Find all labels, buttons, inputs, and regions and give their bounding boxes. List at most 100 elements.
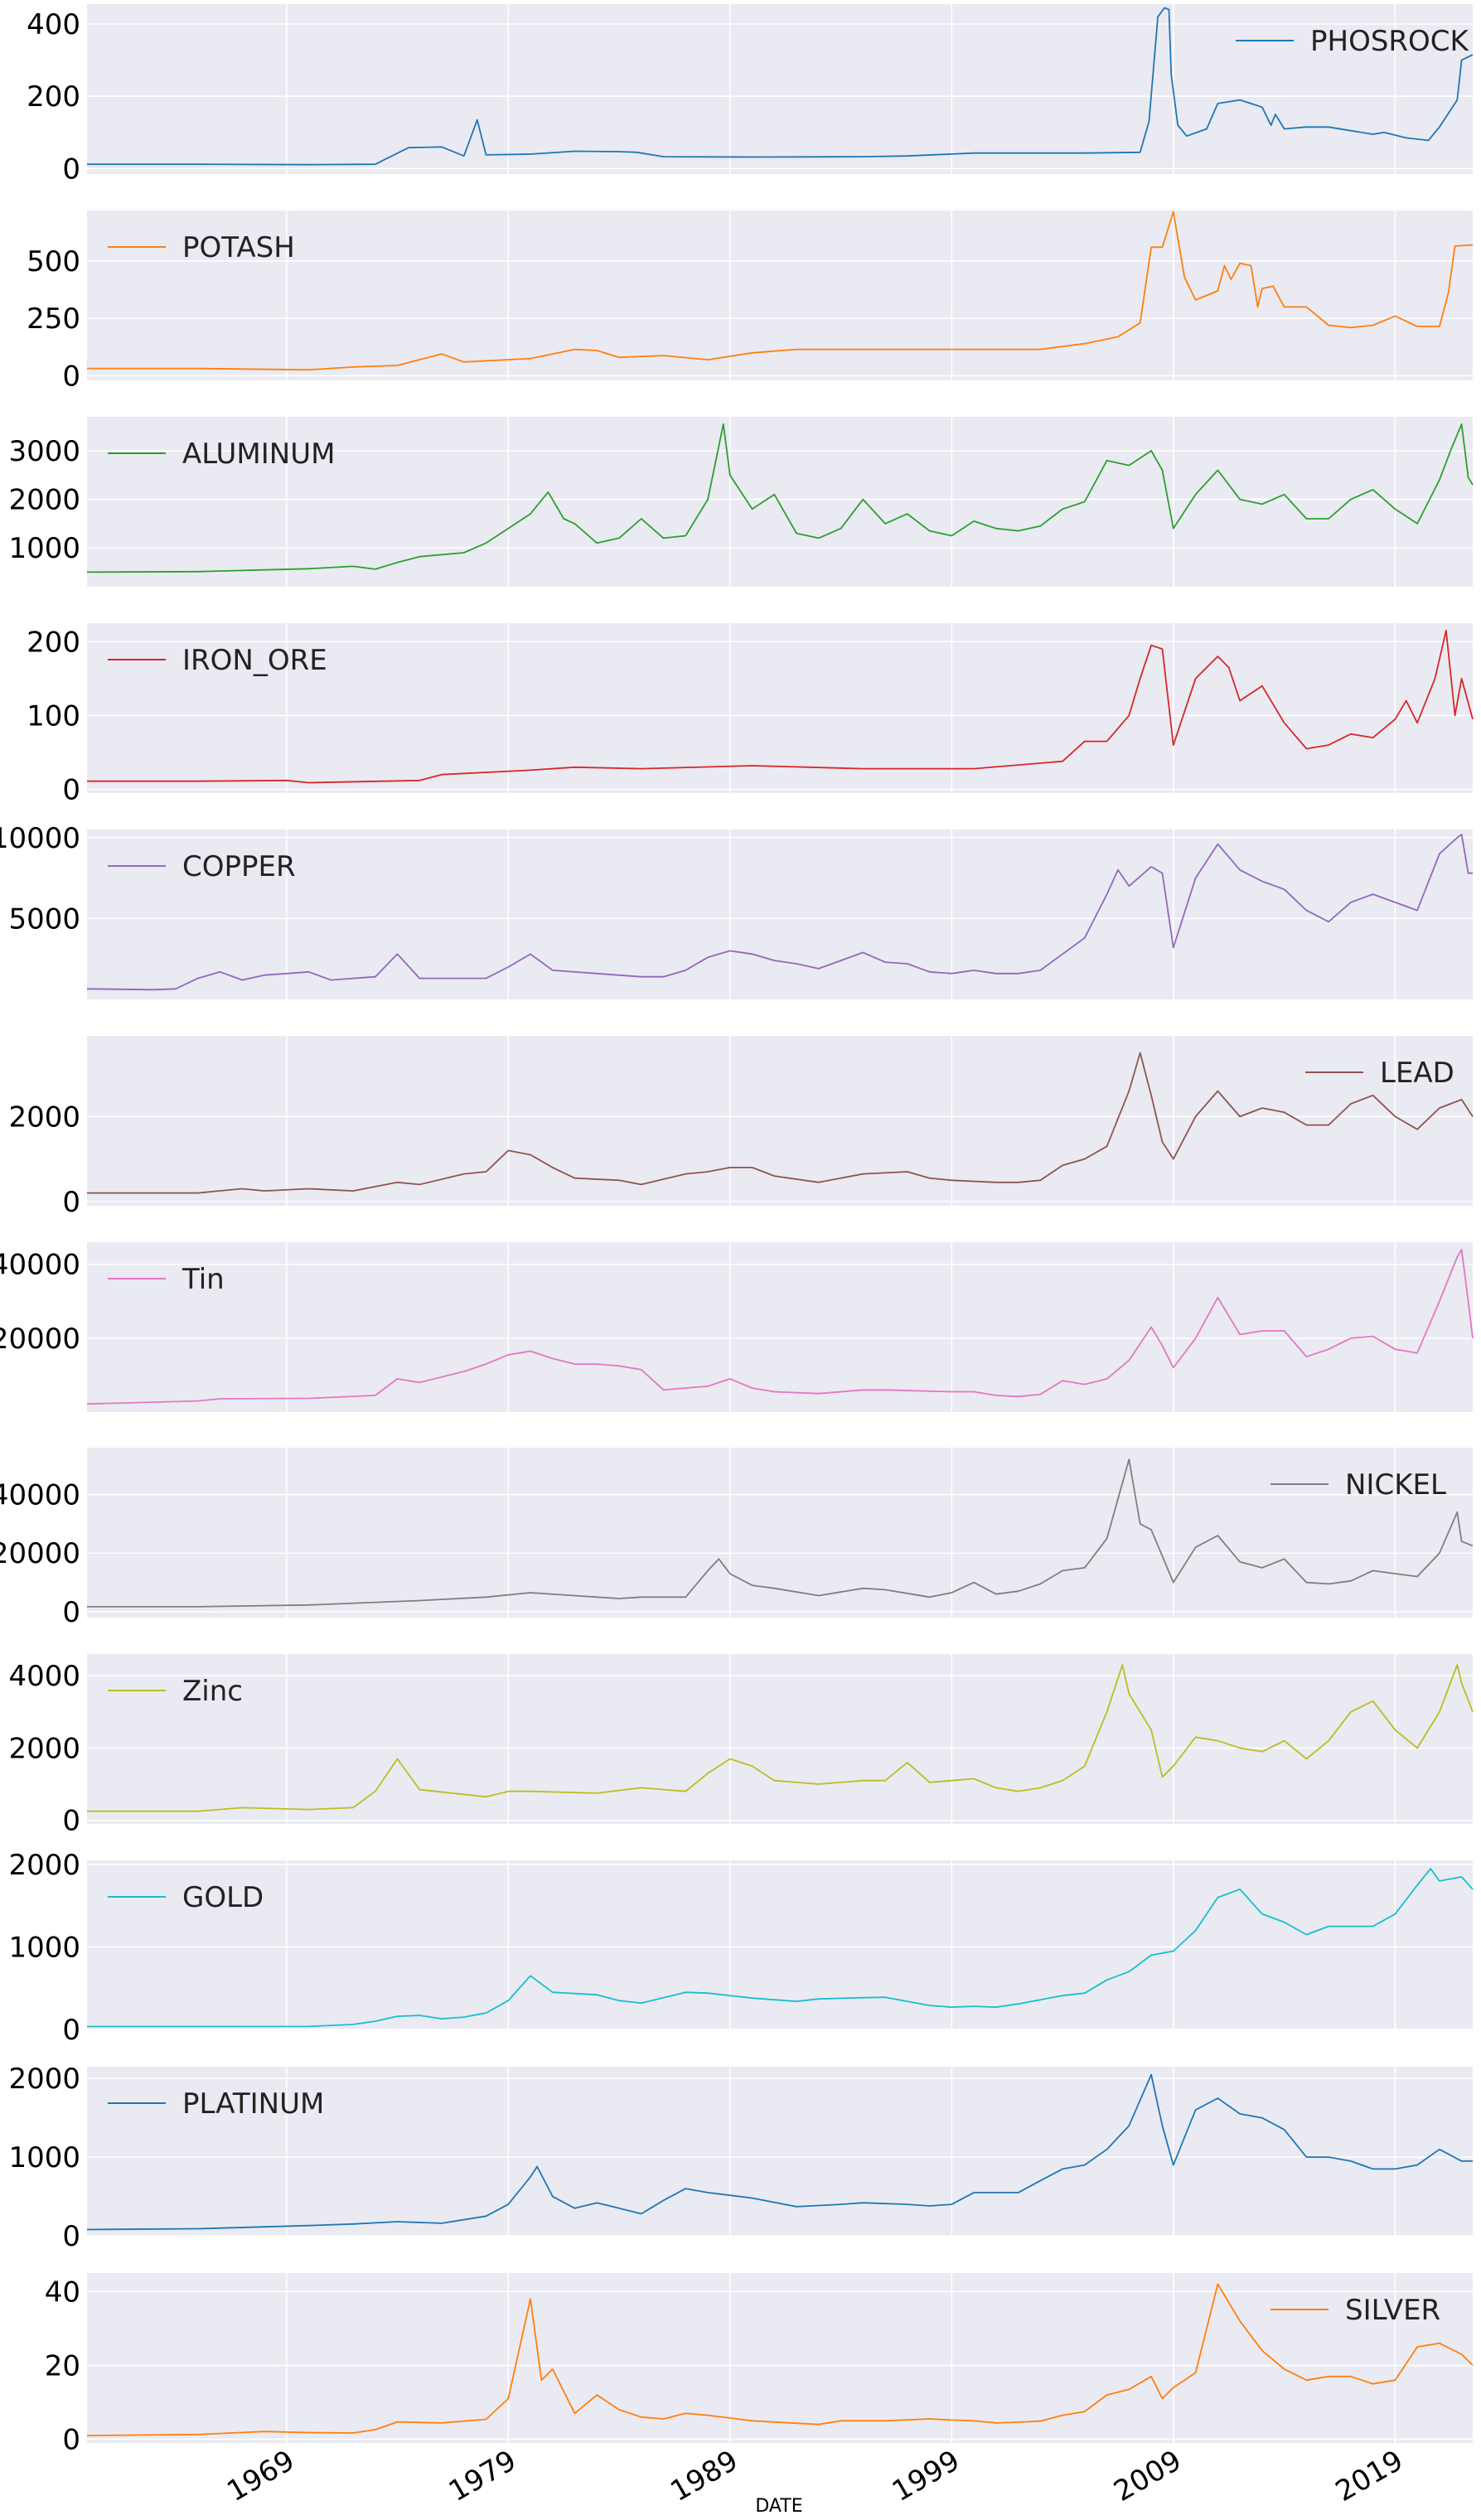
plot-area xyxy=(87,1036,1473,1206)
y-tick-label: 0 xyxy=(62,152,80,186)
plot-area xyxy=(87,623,1473,793)
legend-label: Zinc xyxy=(182,1675,243,1708)
series-line-lead xyxy=(87,1052,1474,1194)
y-tick-label: 400 xyxy=(27,8,80,41)
plot-area xyxy=(87,1242,1473,1412)
plot-area xyxy=(87,1860,1473,2030)
y-tick-label: 100 xyxy=(27,699,80,733)
y-tick-label: 0 xyxy=(62,2424,80,2457)
panel-tin: 20000 40000 Tin xyxy=(0,1242,1474,1412)
plot-area xyxy=(87,1448,1473,1618)
panel-lead: 0 2000 LEAD xyxy=(8,1036,1474,1219)
y-tick-label: 0 xyxy=(62,1596,80,1629)
legend-label: GOLD xyxy=(182,1881,264,1914)
series-line-platinum xyxy=(86,2073,1473,2231)
series-line-copper xyxy=(86,834,1473,991)
y-tick-label: 1000 xyxy=(8,532,80,565)
plot-area xyxy=(87,2067,1473,2237)
x-tick-label: 1999 xyxy=(887,2444,966,2508)
legend-label: COPPER xyxy=(182,850,296,883)
legend-silver: SILVER xyxy=(1270,2294,1440,2327)
legend-tin: Tin xyxy=(108,1263,225,1296)
panel-iron-ore: 0 100 200 IRON_ORE xyxy=(27,623,1474,807)
y-tick-label: 200 xyxy=(27,626,80,659)
y-tick-label: 10000 xyxy=(0,822,80,855)
legend-iron-ore: IRON_ORE xyxy=(108,644,327,677)
panel-zinc: 0 2000 4000 Zinc xyxy=(8,1654,1474,1838)
legend-zinc: Zinc xyxy=(108,1675,243,1708)
y-tick-label: 4000 xyxy=(8,1660,80,1693)
x-tick-label: 2009 xyxy=(1108,2444,1187,2508)
legend-label: ALUMINUM xyxy=(182,438,335,471)
legend-gold: GOLD xyxy=(108,1881,264,1914)
panel-nickel: 0 20000 40000 NICKEL xyxy=(0,1448,1474,1629)
y-tick-label: 2000 xyxy=(8,1849,80,1882)
panel-gold: 0 1000 2000 GOLD xyxy=(8,1849,1474,2047)
y-tick-label: 3000 xyxy=(8,435,80,468)
y-tick-label: 2000 xyxy=(8,1732,80,1765)
x-axis-label: DATE xyxy=(755,2496,802,2517)
legend-label: Tin xyxy=(181,1263,225,1296)
legend-potash: POTASH xyxy=(108,231,295,264)
legend-label: SILVER xyxy=(1345,2294,1440,2327)
y-tick-label: 0 xyxy=(62,774,80,807)
y-tick-label: 20000 xyxy=(0,1323,80,1356)
legend-phosrock: PHOSROCK xyxy=(1236,25,1470,58)
y-tick-label: 0 xyxy=(62,2220,80,2253)
plot-area xyxy=(87,4,1473,174)
y-tick-label: 0 xyxy=(62,1186,80,1219)
legend-label: PHOSROCK xyxy=(1310,25,1470,58)
legend-nickel: NICKEL xyxy=(1270,1468,1446,1502)
legend-aluminum: ALUMINUM xyxy=(108,438,335,471)
y-tick-label: 1000 xyxy=(8,1931,80,1964)
plot-area xyxy=(87,1654,1473,1824)
y-tick-label: 1000 xyxy=(8,2141,80,2174)
panel-aluminum: 1000 2000 3000 ALUMINUM xyxy=(8,417,1474,587)
y-tick-label: 2000 xyxy=(8,484,80,517)
plot-area xyxy=(87,830,1473,999)
series-line-aluminum xyxy=(86,423,1474,573)
y-tick-label: 2000 xyxy=(8,1100,80,1134)
series-line-silver xyxy=(86,2283,1474,2436)
x-tick-label: 1979 xyxy=(443,2444,522,2508)
y-tick-label: 500 xyxy=(27,245,80,278)
y-tick-label: 0 xyxy=(62,1805,80,1838)
series-line-tin xyxy=(86,1249,1474,1405)
legend-lead: LEAD xyxy=(1305,1057,1454,1090)
plot-area xyxy=(87,210,1473,380)
y-tick-label: 20 xyxy=(45,2349,80,2382)
legend-platinum: PLATINUM xyxy=(108,2087,324,2121)
panel-platinum: 0 1000 2000 PLATINUM xyxy=(8,2063,1473,2253)
y-tick-label: 250 xyxy=(27,302,80,336)
x-tick-label: 2019 xyxy=(1330,2444,1409,2508)
y-tick-label: 0 xyxy=(62,2014,80,2047)
x-tick-label: 1989 xyxy=(665,2444,743,2508)
plot-area xyxy=(87,2273,1473,2443)
series-line-gold xyxy=(87,1868,1474,2028)
y-tick-label: 40000 xyxy=(0,1479,80,1512)
panel-potash: 0 250 500 POTASH xyxy=(27,210,1474,393)
y-tick-label: 40 xyxy=(45,2276,80,2309)
series-line-potash xyxy=(87,210,1474,371)
legend-label: POTASH xyxy=(182,231,295,264)
plot-area xyxy=(87,417,1473,587)
legend-label: NICKEL xyxy=(1345,1468,1446,1502)
panel-phosrock: 0 200 400 PHOSROCK xyxy=(27,4,1474,186)
y-tick-label: 40000 xyxy=(0,1249,80,1282)
panel-copper: 5000 10000 COPPER xyxy=(0,822,1473,999)
series-line-iron-ore xyxy=(87,630,1474,784)
legend-label: PLATINUM xyxy=(182,2087,324,2121)
x-tick-label: 1969 xyxy=(221,2444,300,2508)
y-tick-label: 5000 xyxy=(8,902,80,936)
y-tick-label: 200 xyxy=(27,80,80,114)
series-line-phosrock xyxy=(87,7,1474,166)
panel-silver: 0 20 40 SILVER xyxy=(45,2273,1474,2457)
y-tick-label: 0 xyxy=(62,360,80,393)
y-tick-label: 20000 xyxy=(0,1537,80,1570)
legend-label: LEAD xyxy=(1380,1057,1454,1090)
series-line-nickel xyxy=(87,1458,1474,1608)
y-tick-label: 2000 xyxy=(8,2063,80,2096)
legend-copper: COPPER xyxy=(108,850,296,883)
series-line-zinc xyxy=(87,1664,1474,1812)
